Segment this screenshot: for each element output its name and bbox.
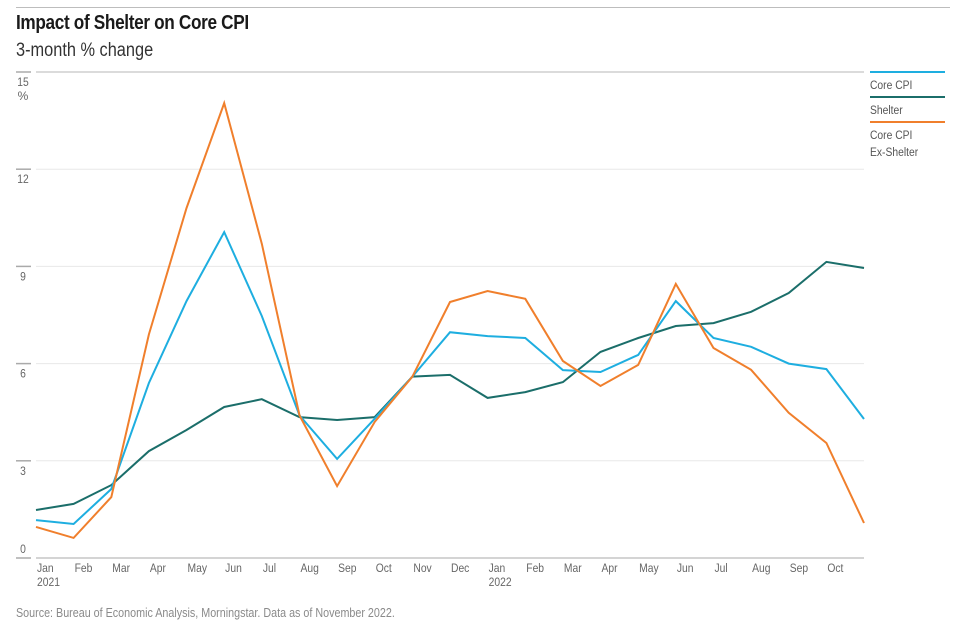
x-tick-label: Apr — [602, 562, 618, 575]
legend-label-core-cpi: Core CPI — [870, 79, 912, 92]
source-note: Source: Bureau of Economic Analysis, Mor… — [16, 606, 395, 620]
series-line-core-cpi-ex-shelter — [35, 99, 865, 540]
x-tick-label: Mar — [112, 562, 130, 575]
series-line-shelter — [35, 260, 865, 511]
y-tick-label: 6 — [20, 368, 26, 381]
x-tick-label: Jun — [225, 562, 242, 575]
series-lines — [35, 99, 865, 540]
top-rule — [16, 7, 950, 8]
y-tick-label: 15 — [17, 76, 28, 89]
x-tick-label: Jun — [677, 562, 694, 575]
x-tick-label: Jul — [714, 562, 727, 575]
x-tick-label: Jul — [263, 562, 276, 575]
series-line-core-cpi — [35, 229, 865, 526]
x-tick-label: Mar — [564, 562, 582, 575]
y-tick-label: 3 — [20, 465, 26, 478]
x-tick-label: Jan — [489, 562, 506, 575]
x-tick-year-label: 2021 — [37, 576, 60, 589]
y-tick-label: 9 — [20, 271, 26, 284]
x-tick-label: Dec — [451, 562, 470, 575]
x-tick-label: Aug — [752, 562, 770, 575]
x-tick-label: Sep — [338, 562, 356, 575]
x-tick-label: Aug — [300, 562, 318, 575]
x-tick-label: Jan — [37, 562, 54, 575]
x-tick-label: Oct — [376, 562, 393, 575]
legend: Core CPI Shelter Core CPI Ex-Shelter — [870, 71, 945, 159]
x-tick-year-label: 2022 — [489, 576, 512, 589]
x-tick-label: Oct — [827, 562, 844, 575]
x-tick-label: Sep — [790, 562, 808, 575]
legend-label-shelter: Shelter — [870, 104, 903, 117]
y-tick-label: 12 — [17, 174, 28, 187]
legend-label-core-cpi-ex-shelter: Ex-Shelter — [870, 146, 918, 159]
x-tick-label: May — [188, 562, 208, 575]
legend-label-core-cpi-ex-shelter: Core CPI — [870, 129, 912, 142]
x-tick-label: Feb — [526, 562, 544, 575]
x-tick-label: Nov — [413, 562, 432, 575]
x-tick-label: Feb — [75, 562, 93, 575]
chart-subtitle: 3-month % change — [16, 40, 154, 61]
y-tick-label: 0 — [20, 543, 26, 556]
chart-title: Impact of Shelter on Core CPI — [16, 12, 249, 34]
x-tick-label: Apr — [150, 562, 166, 575]
x-tick-label: May — [639, 562, 659, 575]
y-axis: 0 3 6 9 12 15% — [16, 71, 31, 559]
gridlines — [36, 71, 864, 559]
y-unit-label: % — [18, 89, 29, 103]
